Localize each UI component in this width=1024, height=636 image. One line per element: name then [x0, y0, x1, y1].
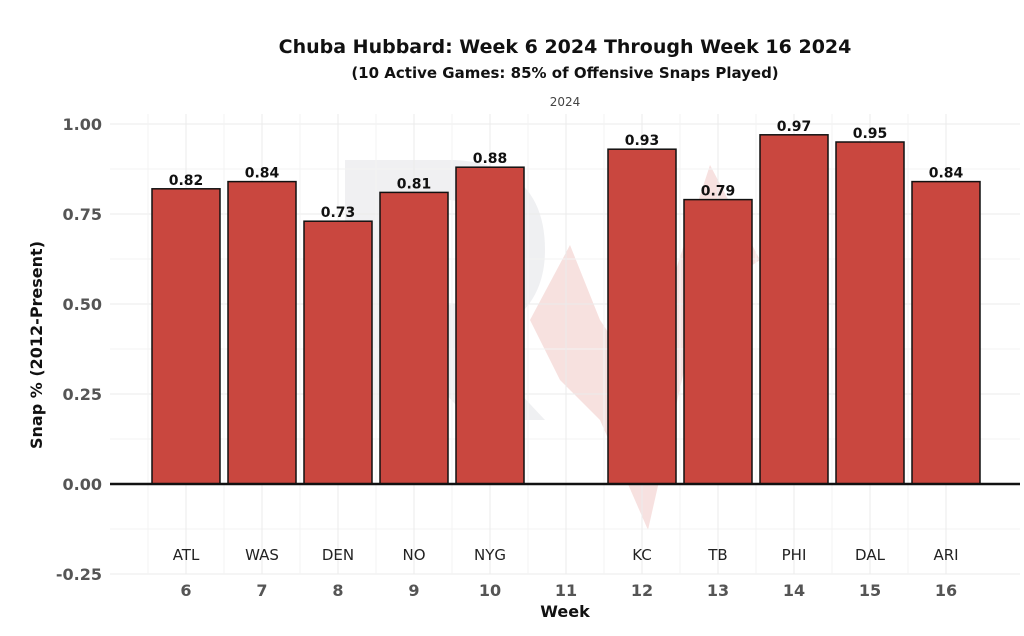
x-tick-label: 16 — [935, 581, 957, 600]
opponent-labels: ATL WAS DEN NO NYG KC TB PHI DAL ARI — [173, 546, 959, 564]
y-axis-title: Snap % (2012-Present) — [27, 241, 46, 449]
bar-week-6 — [151, 188, 221, 485]
x-axis-ticks: 6 7 8 9 10 11 12 13 14 15 16 — [180, 581, 957, 600]
opponent-label-week-12: KC — [632, 546, 652, 564]
bar-week-9 — [379, 191, 449, 485]
opponent-label-week-13: TB — [707, 546, 727, 564]
x-tick-label: 6 — [180, 581, 191, 600]
value-label-week-6: 0.82 — [169, 173, 204, 189]
value-label-week-8: 0.73 — [321, 205, 356, 221]
bar-week-14 — [759, 134, 829, 485]
bar-week-8 — [303, 220, 373, 485]
x-tick-label: 7 — [256, 581, 267, 600]
opponent-label-week-7: WAS — [245, 546, 279, 564]
value-label-week-13: 0.79 — [701, 184, 736, 200]
opponent-label-week-15: DAL — [855, 546, 886, 564]
chart-title: Chuba Hubbard: Week 6 2024 Through Week … — [279, 36, 852, 58]
value-label-week-7: 0.84 — [245, 166, 280, 182]
opponent-label-week-10: NYG — [474, 546, 506, 564]
y-tick-label: 0.50 — [63, 295, 102, 314]
value-label-week-12: 0.93 — [625, 133, 660, 149]
y-tick-label: 1.00 — [63, 115, 102, 134]
value-label-week-15: 0.95 — [853, 126, 888, 142]
value-label-week-9: 0.81 — [397, 176, 432, 192]
bar-week-7 — [227, 180, 297, 485]
value-label-week-14: 0.97 — [777, 119, 812, 135]
chart-subtitle: (10 Active Games: 85% of Offensive Snaps… — [351, 64, 778, 82]
bar-week-12 — [607, 148, 677, 485]
x-tick-label: 8 — [332, 581, 343, 600]
x-tick-label: 11 — [555, 581, 577, 600]
value-label-week-10: 0.88 — [473, 151, 508, 167]
value-label-week-16: 0.84 — [929, 166, 964, 182]
opponent-label-week-14: PHI — [782, 546, 807, 564]
y-tick-label: 0.00 — [63, 475, 102, 494]
y-tick-label: 0.75 — [63, 205, 102, 224]
y-axis-ticks: -0.25 0.00 0.25 0.50 0.75 1.00 — [56, 115, 102, 584]
x-tick-label: 13 — [707, 581, 729, 600]
facet-label: 2024 — [550, 95, 581, 109]
x-tick-label: 12 — [631, 581, 653, 600]
opponent-label-week-16: ARI — [933, 546, 958, 564]
x-tick-label: 10 — [479, 581, 501, 600]
bar-week-13 — [683, 198, 753, 485]
x-axis-title: Week — [540, 602, 590, 621]
x-tick-label: 14 — [783, 581, 805, 600]
y-tick-label: 0.25 — [63, 385, 102, 404]
y-tick-label: -0.25 — [56, 565, 102, 584]
bars — [151, 134, 981, 485]
bar-week-16 — [911, 180, 981, 485]
x-tick-label: 15 — [859, 581, 881, 600]
opponent-label-week-9: NO — [402, 546, 425, 564]
value-labels: 0.82 0.84 0.73 0.81 0.88 0.93 0.79 0.97 0.95 0.84 — [169, 119, 964, 221]
opponent-label-week-6: ATL — [173, 546, 200, 564]
bar-week-15 — [835, 141, 905, 485]
opponent-label-week-8: DEN — [322, 546, 354, 564]
x-tick-label: 9 — [408, 581, 419, 600]
bar-week-10 — [455, 166, 525, 485]
